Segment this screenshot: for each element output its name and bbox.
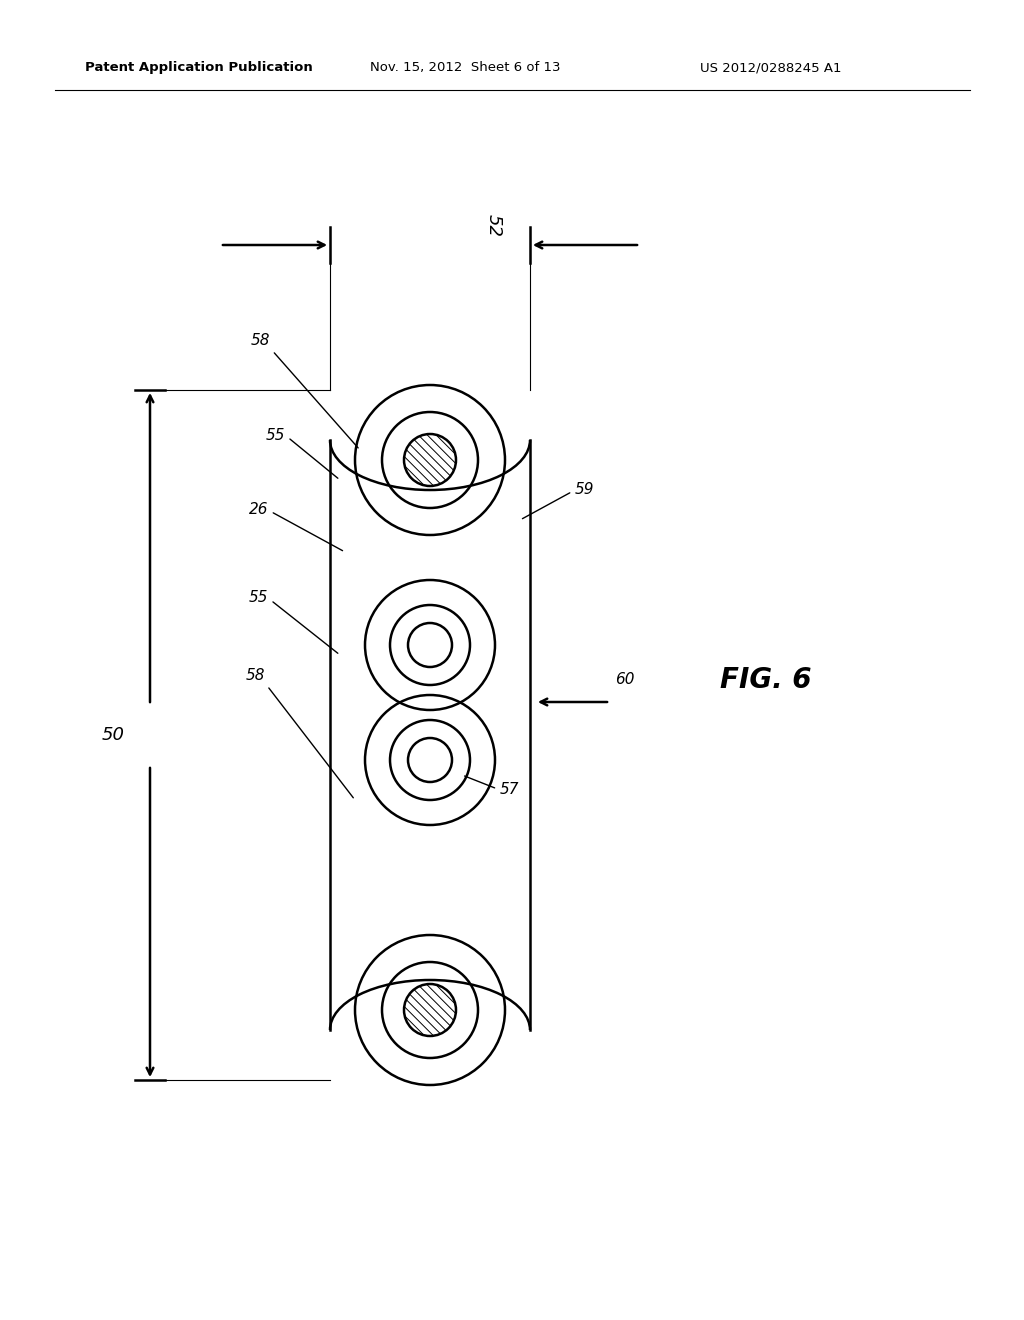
Text: 26: 26 bbox=[249, 503, 343, 550]
Text: 57: 57 bbox=[465, 776, 519, 797]
Text: US 2012/0288245 A1: US 2012/0288245 A1 bbox=[700, 62, 842, 74]
Circle shape bbox=[408, 738, 452, 781]
Text: 59: 59 bbox=[522, 483, 595, 519]
Circle shape bbox=[404, 983, 456, 1036]
Circle shape bbox=[404, 983, 456, 1036]
Circle shape bbox=[408, 623, 452, 667]
Text: 60: 60 bbox=[615, 672, 635, 686]
Text: 52: 52 bbox=[485, 214, 503, 238]
Text: 50: 50 bbox=[102, 726, 125, 744]
Text: FIG. 6: FIG. 6 bbox=[720, 667, 811, 694]
Text: 58: 58 bbox=[246, 668, 353, 797]
Circle shape bbox=[404, 434, 456, 486]
Text: Patent Application Publication: Patent Application Publication bbox=[85, 62, 312, 74]
Circle shape bbox=[404, 434, 456, 486]
Text: 58: 58 bbox=[251, 333, 358, 447]
Text: 55: 55 bbox=[249, 590, 338, 653]
Text: 55: 55 bbox=[265, 428, 338, 478]
Text: Nov. 15, 2012  Sheet 6 of 13: Nov. 15, 2012 Sheet 6 of 13 bbox=[370, 62, 560, 74]
